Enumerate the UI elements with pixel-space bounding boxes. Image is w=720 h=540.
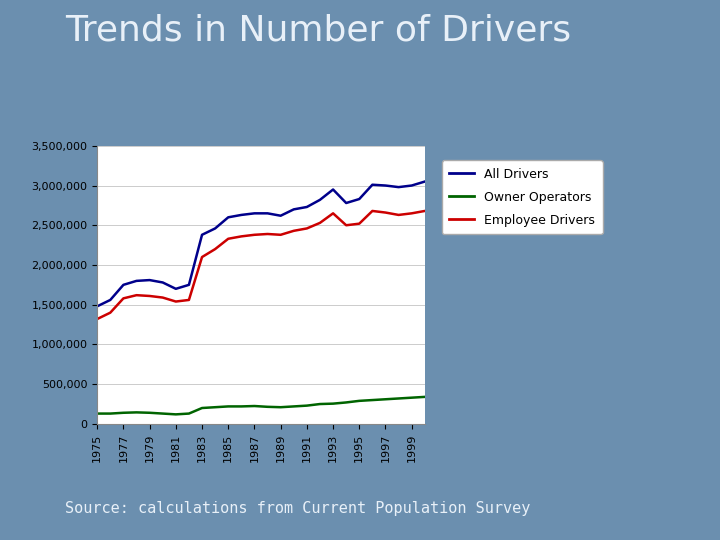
Employee Drivers [132,292,141,299]
Owner Operators [395,395,403,402]
Owner Operators [315,401,324,407]
Employee Drivers [250,232,258,238]
Employee Drivers [420,208,429,214]
Owner Operators [276,404,285,410]
Owner Operators [171,411,180,417]
All Drivers [355,196,364,202]
Owner Operators [250,403,258,409]
Owner Operators [119,409,127,416]
All Drivers [171,286,180,292]
All Drivers [250,210,258,217]
Owner Operators [184,410,193,417]
Owner Operators [93,410,102,417]
Employee Drivers [302,225,311,232]
All Drivers [368,181,377,188]
Legend: All Drivers, Owner Operators, Employee Drivers: All Drivers, Owner Operators, Employee D… [442,160,603,234]
Employee Drivers [93,316,102,322]
All Drivers [264,210,272,217]
Employee Drivers [211,246,220,252]
Owner Operators [289,403,298,410]
All Drivers [211,225,220,232]
All Drivers [420,178,429,185]
Owner Operators [237,403,246,410]
Employee Drivers [315,220,324,226]
Line: All Drivers: All Drivers [97,181,425,306]
Employee Drivers [145,293,154,299]
All Drivers [158,279,167,286]
Line: Employee Drivers: Employee Drivers [97,211,425,319]
Employee Drivers [368,208,377,214]
Employee Drivers [329,210,338,217]
All Drivers [198,232,207,238]
Employee Drivers [158,294,167,301]
Owner Operators [329,400,338,407]
Employee Drivers [184,296,193,303]
Employee Drivers [355,220,364,227]
All Drivers [276,212,285,219]
All Drivers [342,200,351,206]
Owner Operators [368,397,377,403]
Owner Operators [420,394,429,400]
All Drivers [329,186,338,193]
Owner Operators [132,409,141,416]
Employee Drivers [224,235,233,242]
All Drivers [289,206,298,213]
Owner Operators [342,399,351,406]
All Drivers [145,277,154,284]
All Drivers [224,214,233,220]
Text: Trends in Number of Drivers: Trends in Number of Drivers [65,14,571,48]
Employee Drivers [289,227,298,234]
Employee Drivers [171,298,180,305]
All Drivers [106,296,114,303]
Owner Operators [158,410,167,417]
Owner Operators [302,402,311,409]
All Drivers [315,197,324,203]
Employee Drivers [342,222,351,228]
Owner Operators [224,403,233,410]
All Drivers [302,204,311,210]
Text: Source: calculations from Current Population Survey: Source: calculations from Current Popula… [65,501,530,516]
All Drivers [381,183,390,189]
All Drivers [132,278,141,284]
Line: Owner Operators: Owner Operators [97,397,425,414]
Owner Operators [381,396,390,402]
All Drivers [93,303,102,309]
All Drivers [184,282,193,288]
Employee Drivers [119,295,127,302]
Owner Operators [106,410,114,417]
Employee Drivers [198,254,207,260]
Owner Operators [264,403,272,410]
All Drivers [237,212,246,218]
Employee Drivers [381,210,390,216]
Employee Drivers [264,231,272,237]
Owner Operators [408,394,416,401]
All Drivers [395,184,403,191]
Owner Operators [145,409,154,416]
All Drivers [119,282,127,288]
Employee Drivers [408,210,416,217]
Employee Drivers [395,212,403,218]
Owner Operators [355,397,364,404]
All Drivers [408,183,416,189]
Employee Drivers [237,233,246,240]
Owner Operators [198,405,207,411]
Owner Operators [211,404,220,410]
Employee Drivers [276,232,285,238]
Employee Drivers [106,309,114,316]
